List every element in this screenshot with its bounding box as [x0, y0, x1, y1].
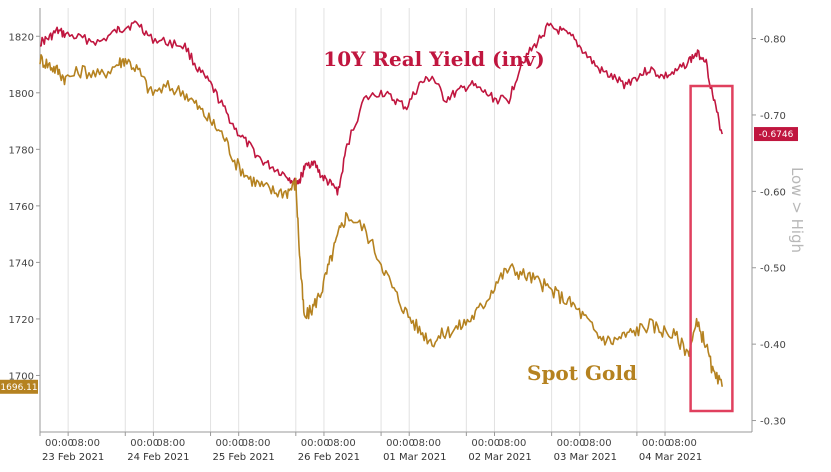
series-layer [39, 20, 723, 387]
x-tick-label-date: 03 Mar 2021 [554, 452, 617, 463]
highlight-box [689, 84, 734, 413]
left-tick-label: 1720 [9, 315, 34, 326]
x-tick-label-time: 00:00 [301, 438, 330, 449]
gold-last-value-badge [0, 379, 38, 394]
annotation-layer: -0.6746 1696.11 10Y Real Yield (inv) Spot G… [0, 47, 798, 413]
yield-last-value-badge [754, 127, 798, 142]
x-tick-label-time: 08:00 [668, 438, 697, 449]
x-tick-label-date: 26 Feb 2021 [298, 452, 360, 463]
left-tick-label: 1760 [9, 202, 34, 213]
x-tick-label-time: 00:00 [216, 438, 245, 449]
x-tick-label-time: 08:00 [327, 438, 356, 449]
x-tick-label-time: 00:00 [557, 438, 586, 449]
x-tick-label-time: 00:00 [471, 438, 500, 449]
x-tick-label-time: 08:00 [242, 438, 271, 449]
x-tick-label-time: 08:00 [412, 438, 441, 449]
x-tick-label-date: 25 Feb 2021 [213, 452, 275, 463]
x-tick-label-time: 08:00 [71, 438, 100, 449]
right-tick-label: -0.60 [760, 187, 786, 198]
real-yield-line [39, 20, 723, 196]
right-tick-label: -0.50 [760, 264, 786, 275]
x-tick-label-time: 00:00 [45, 438, 74, 449]
x-tick-label-time: 00:00 [386, 438, 415, 449]
left-tick-label: 1820 [9, 32, 34, 43]
right-tick-label: -0.30 [760, 417, 786, 428]
right-tick-label: -0.70 [760, 111, 786, 122]
x-tick-label-date: 23 Feb 2021 [42, 452, 104, 463]
x-tick-label-time: 00:00 [642, 438, 671, 449]
gold-last-value-label: 1696.11 [0, 383, 37, 393]
x-tick-label-date: 24 Feb 2021 [127, 452, 189, 463]
x-tick-label-date: 02 Mar 2021 [468, 452, 531, 463]
spot-gold-line [39, 54, 723, 387]
right-axis-title: Low > High [788, 167, 806, 253]
left-tick-label: 1800 [9, 89, 34, 100]
spot-gold-series-label: Spot Gold [527, 361, 637, 385]
x-tick-label-time: 00:00 [130, 438, 159, 449]
right-tick-label: -0.80 [760, 35, 786, 46]
real-yield-series-label: 10Y Real Yield (inv) [323, 47, 544, 71]
left-tick-label: 1780 [9, 145, 34, 156]
x-tick-label-date: 01 Mar 2021 [383, 452, 446, 463]
x-tick-label-time: 08:00 [156, 438, 185, 449]
x-tick-label-date: 04 Mar 2021 [639, 452, 702, 463]
yield-last-value-label: -0.6746 [759, 130, 794, 140]
grid-layer [39, 8, 666, 432]
left-tick-label: 1740 [9, 258, 34, 269]
right-tick-label: -0.40 [760, 340, 786, 351]
x-tick-label-time: 08:00 [583, 438, 612, 449]
x-tick-label-time: 08:00 [497, 438, 526, 449]
left-tick-label: 1700 [9, 371, 34, 382]
